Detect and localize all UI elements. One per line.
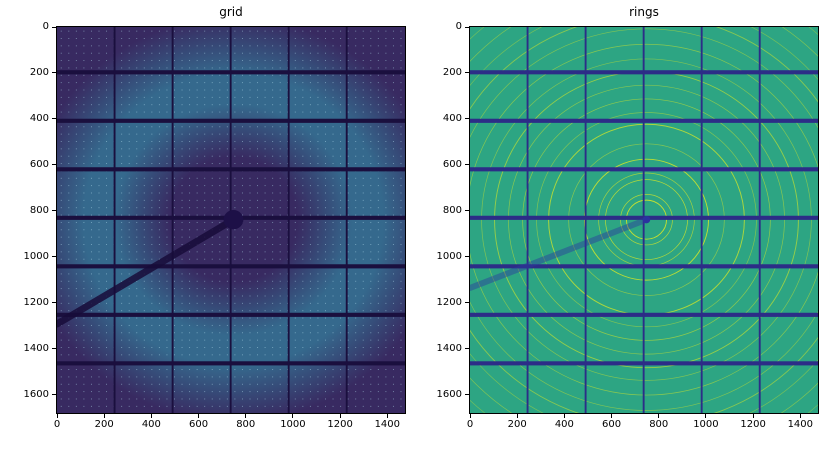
subplot-rings: rings 0 200 400 600 800 1000 1200 1400 0 200 400 6…: [437, 5, 819, 430]
subplot-grid: grid 0 200 400 600 800 1000 1200 1400 0 200 400 60…: [24, 5, 406, 430]
y-tick-label: 1600: [436, 388, 462, 400]
y-tick-label: 1400: [23, 342, 49, 354]
y-tick-mark: [465, 118, 469, 120]
rings-image-canvas: [469, 26, 819, 414]
y-tick-mark: [52, 164, 56, 166]
x-tick-label: 800: [236, 419, 256, 430]
x-tick-mark: [339, 414, 341, 418]
y-tick-mark: [52, 118, 56, 120]
y-tick-mark: [465, 256, 469, 258]
x-tick-label: 1000: [280, 419, 306, 430]
y-tick-label: 800: [29, 204, 49, 216]
x-tick-mark: [386, 414, 388, 418]
y-tick-mark: [465, 302, 469, 304]
x-tick-label: 0: [466, 419, 474, 430]
x-tick-mark: [799, 414, 801, 418]
plot-title-rings: rings: [629, 5, 659, 19]
x-tick-label: 1400: [374, 419, 401, 430]
y-tick-mark: [465, 26, 469, 28]
y-tick-label: 1200: [436, 296, 462, 308]
y-tick-label: 1600: [23, 388, 49, 400]
x-tick-label: 200: [94, 419, 114, 430]
x-tick-mark: [705, 414, 707, 418]
grid-image-canvas: [56, 26, 406, 414]
y-tick-mark: [52, 210, 56, 212]
x-tick-label: 400: [141, 419, 161, 430]
y-tick-mark: [52, 256, 56, 258]
y-tick-label: 0: [455, 21, 462, 32]
x-tick-mark: [611, 414, 613, 418]
x-tick-mark: [245, 414, 247, 418]
x-tick-label: 600: [602, 419, 622, 430]
y-tick-label: 1200: [23, 296, 49, 308]
x-tick-mark: [563, 414, 565, 418]
x-tick-mark: [103, 414, 105, 418]
x-tick-label: 1400: [787, 419, 814, 430]
y-tick-label: 400: [442, 112, 462, 124]
x-tick-mark: [198, 414, 200, 418]
y-tick-label: 1400: [436, 342, 462, 354]
x-tick-label: 200: [507, 419, 527, 430]
y-tick-mark: [52, 26, 56, 28]
x-tick-mark: [658, 414, 660, 418]
x-tick-mark: [292, 414, 294, 418]
y-tick-label: 0: [42, 21, 49, 32]
y-tick-label: 400: [29, 112, 49, 124]
x-tick-mark: [516, 414, 518, 418]
y-tick-label: 200: [442, 66, 462, 78]
y-tick-mark: [52, 394, 56, 396]
x-tick-mark: [752, 414, 754, 418]
y-tick-mark: [52, 348, 56, 350]
y-tick-mark: [465, 210, 469, 212]
y-tick-mark: [52, 302, 56, 304]
x-tick-label: 800: [649, 419, 669, 430]
y-tick-label: 600: [29, 158, 49, 170]
x-tick-mark: [150, 414, 152, 418]
y-tick-mark: [465, 394, 469, 396]
y-tick-label: 600: [442, 158, 462, 170]
x-tick-mark: [469, 414, 471, 418]
y-tick-label: 1000: [436, 250, 462, 262]
y-tick-mark: [52, 72, 56, 74]
y-tick-label: 200: [29, 66, 49, 78]
x-tick-label: 1200: [327, 419, 353, 430]
y-tick-label: 800: [442, 204, 462, 216]
x-tick-label: 0: [53, 419, 61, 430]
x-tick-label: 600: [189, 419, 209, 430]
x-tick-label: 400: [554, 419, 574, 430]
y-tick-mark: [465, 164, 469, 166]
y-tick-mark: [465, 348, 469, 350]
x-tick-label: 1000: [693, 419, 719, 430]
x-tick-label: 1200: [740, 419, 766, 430]
y-tick-label: 1000: [23, 250, 49, 262]
plot-title-grid: grid: [219, 5, 243, 19]
y-tick-mark: [465, 72, 469, 74]
x-tick-mark: [56, 414, 58, 418]
